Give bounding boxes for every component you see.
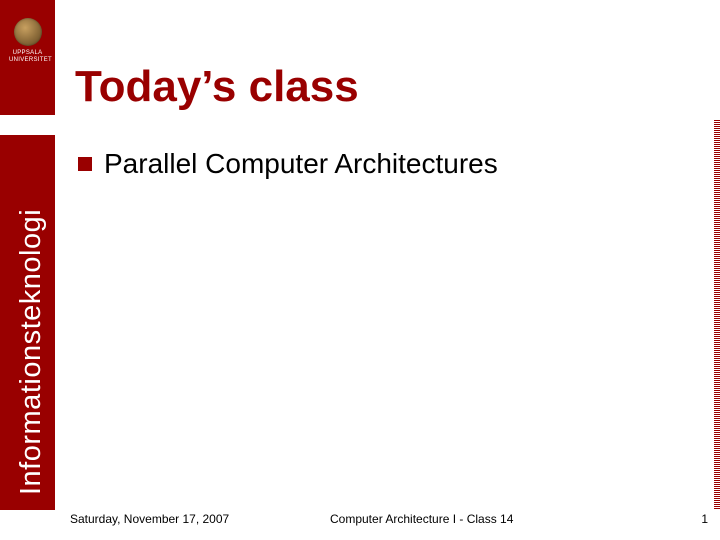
logo-seal-icon [14, 18, 42, 46]
footer: Saturday, November 17, 2007 Computer Arc… [70, 512, 708, 530]
logo-text-line1: UPPSALA [9, 50, 46, 57]
bullet-text: Parallel Computer Architectures [104, 148, 498, 180]
footer-date: Saturday, November 17, 2007 [70, 512, 229, 526]
side-label: Informationsteknologi [15, 209, 48, 495]
university-logo: UPPSALA UNIVERSITET [9, 18, 46, 64]
slide: UPPSALA UNIVERSITET Informationsteknolog… [0, 0, 720, 540]
slide-title: Today’s class [75, 62, 359, 112]
footer-course: Computer Architecture I - Class 14 [330, 512, 513, 526]
footer-page-number: 1 [701, 512, 708, 526]
bullet-item: Parallel Computer Architectures [78, 148, 498, 180]
logo-text-line2: UNIVERSITET [9, 57, 46, 64]
bullet-square-icon [78, 157, 92, 171]
right-hatch-bar [714, 120, 720, 510]
content-area: Parallel Computer Architectures [78, 148, 498, 180]
